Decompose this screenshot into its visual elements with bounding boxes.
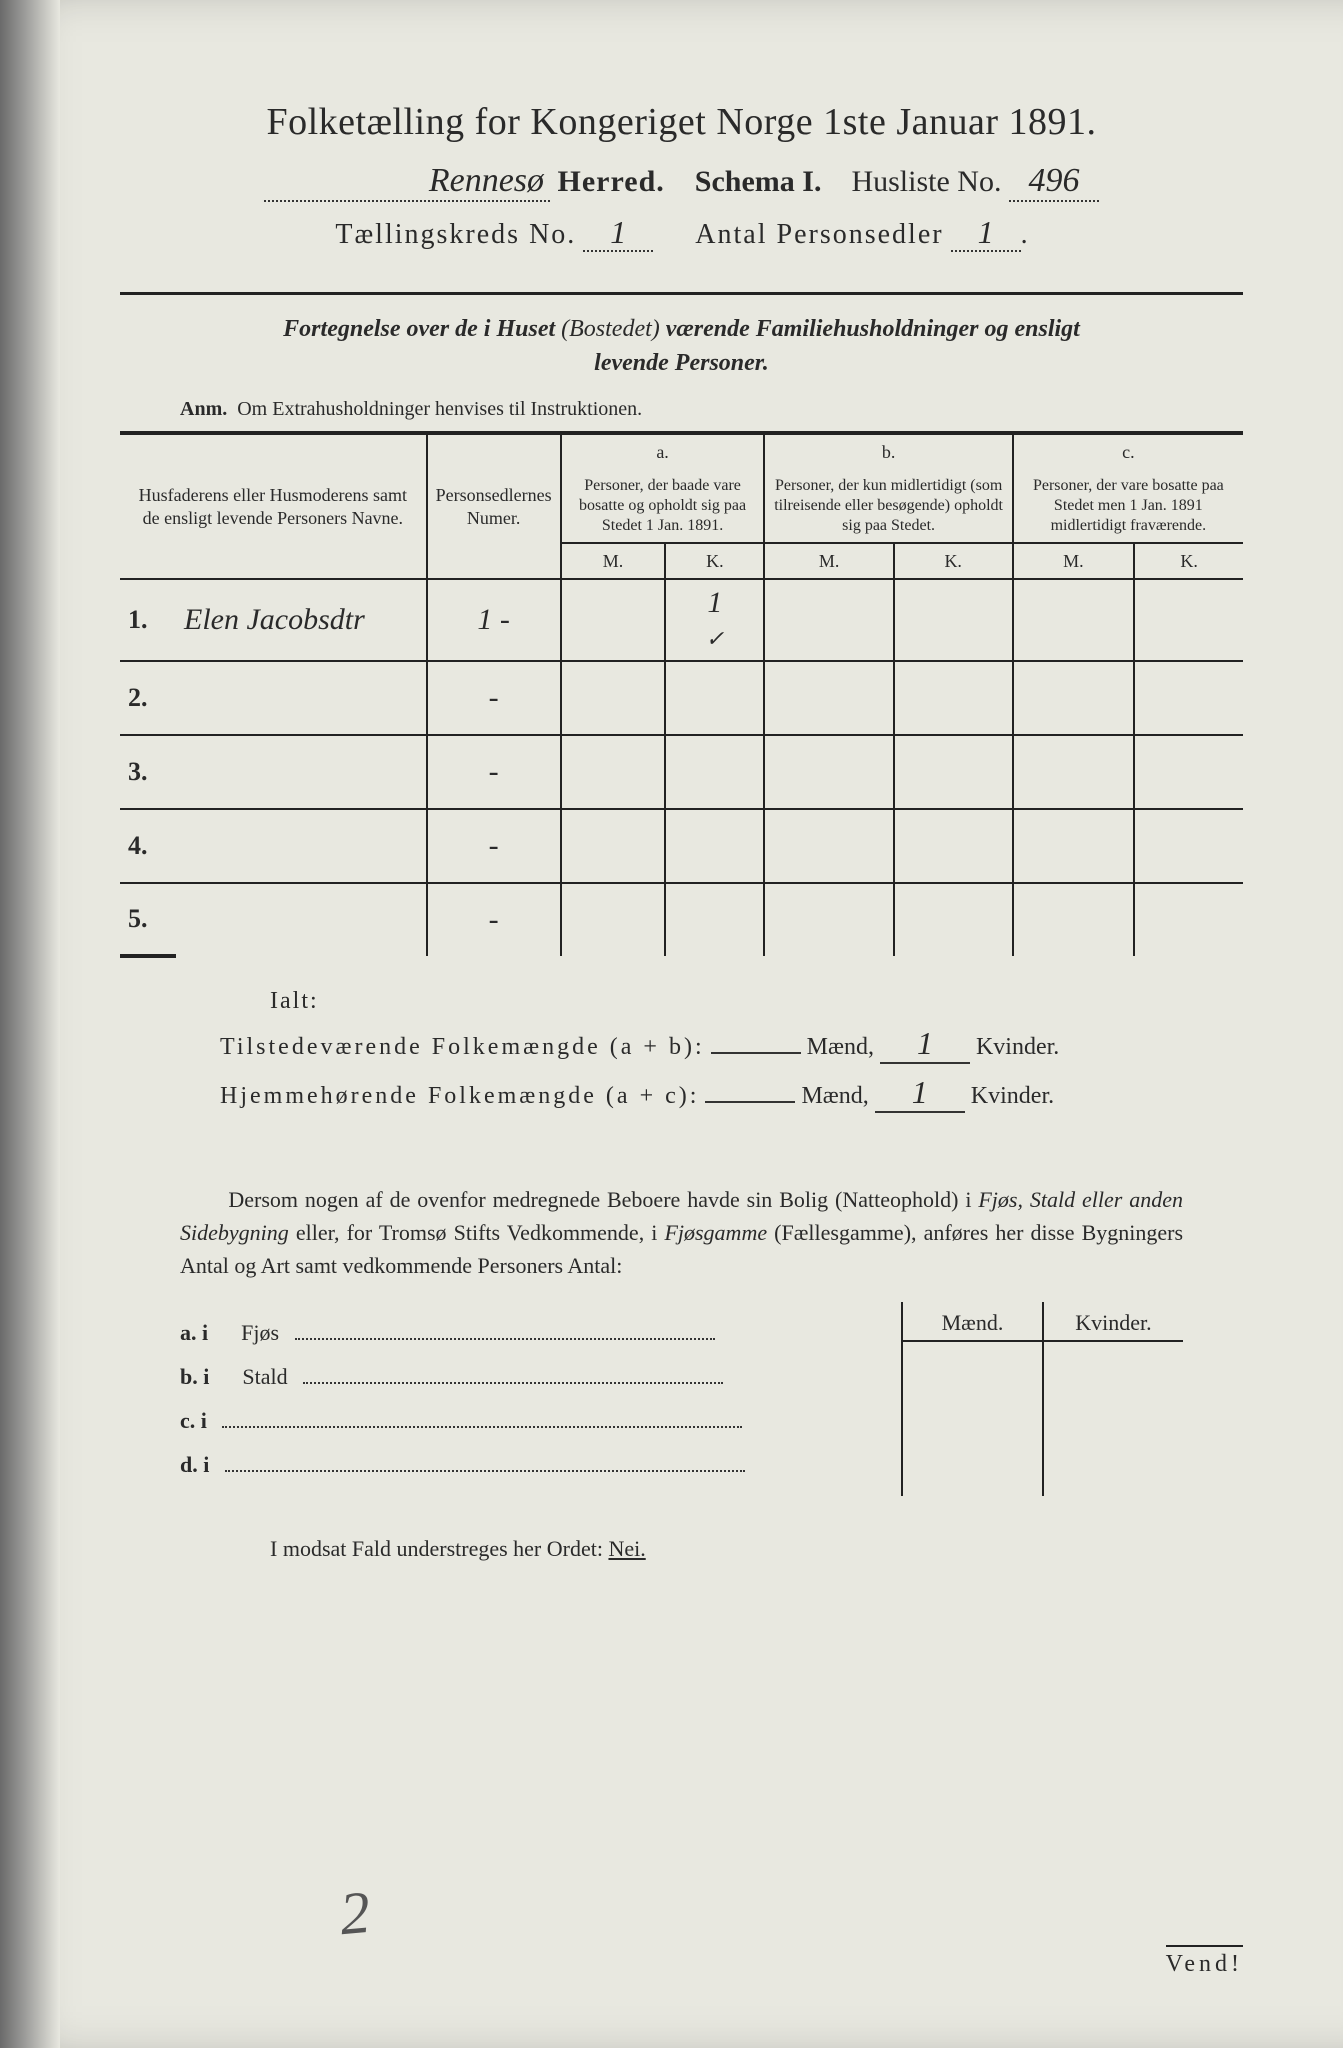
row-num: 4.: [120, 809, 176, 883]
census-form-page: Folketælling for Kongeriget Norge 1ste J…: [0, 0, 1343, 2048]
lower-section: a. i Fjøs b. i Stald c. i d. i: [180, 1302, 1183, 1496]
c-k: K.: [1134, 543, 1243, 580]
table-row: 5. -: [120, 883, 1243, 956]
c-m-cell: [1013, 579, 1134, 661]
table-row: 4. -: [120, 809, 1243, 883]
sum-line-2: Hjemmehørende Folkemængde (a + c): Mænd,…: [220, 1074, 1243, 1113]
para-t1: Dersom nogen af de ovenfor medregnede Be…: [228, 1187, 978, 1212]
col-a-label: a.: [561, 433, 765, 470]
name-cell: [176, 809, 427, 883]
kreds-label: Tællingskreds No.: [335, 219, 576, 250]
table-row: 3. -: [120, 735, 1243, 809]
lower-left: a. i Fjøs b. i Stald c. i d. i: [180, 1302, 901, 1496]
header-line-2: Rennesø Herred. Schema I. Husliste No. 4…: [120, 162, 1243, 202]
sum1-label: Tilstedeværende Folkemængde (a + b):: [220, 1034, 705, 1060]
table-row: 1. Elen Jacobsdtr 1 - 1 ✓: [120, 579, 1243, 661]
col-c-label: c.: [1013, 433, 1243, 470]
subtitle-end: levende Personer.: [594, 350, 769, 376]
name-cell: [176, 883, 427, 956]
a-k: K.: [665, 543, 764, 580]
anm-text: Om Extrahusholdninger henvises til Instr…: [237, 398, 642, 420]
subtitle-prefix: Fortegnelse over de i Huset: [283, 316, 555, 342]
num-cell: -: [427, 661, 561, 735]
husliste-field: 496: [1009, 164, 1099, 202]
b-k: K.: [894, 543, 1013, 580]
nei-word: Nei.: [608, 1536, 645, 1561]
row-num: 5.: [120, 883, 176, 956]
schema-label: Schema I.: [695, 165, 822, 198]
num-cell: -: [427, 809, 561, 883]
header-line-3: Tællingskreds No. 1 Antal Personsedler 1…: [120, 216, 1243, 252]
main-table: Husfaderens eller Husmoderens samt de en…: [120, 431, 1243, 958]
lower-row: c. i: [180, 1408, 901, 1434]
table-row: 2. -: [120, 661, 1243, 735]
subtitle: Fortegnelse over de i Huset (Bostedet) v…: [120, 292, 1243, 380]
lower-row: a. i Fjøs: [180, 1320, 901, 1346]
a-m-cell: [561, 579, 666, 661]
anm-label: Anm.: [180, 398, 227, 420]
a-k-cell: 1 ✓: [665, 579, 764, 661]
antal-field: 1: [951, 216, 1021, 252]
lower-row: b. i Stald: [180, 1364, 901, 1390]
nei-prefix: I modsat Fald understreges her Ordet:: [270, 1536, 608, 1561]
col-name-header: Husfaderens eller Husmoderens samt de en…: [120, 433, 427, 579]
ialt-label: Ialt:: [270, 988, 1243, 1015]
b-m-cell: [764, 579, 893, 661]
kreds-field: 1: [583, 216, 653, 252]
sum1-kvinder-lbl: Kvinder.: [976, 1034, 1059, 1060]
sum-line-1: Tilstedeværende Folkemængde (a + b): Mæn…: [220, 1025, 1243, 1064]
row-num: 2.: [120, 661, 176, 735]
subtitle-paren: (Bostedet): [561, 316, 660, 342]
num-cell: 1 -: [427, 579, 561, 661]
antal-label: Antal Personsedler: [695, 219, 943, 250]
col-b-label: b.: [764, 433, 1012, 470]
col-a-header: Personer, der baade vare bosatte og opho…: [561, 470, 765, 543]
name-cell: [176, 735, 427, 809]
herred-field: Rennesø: [264, 162, 550, 202]
name-cell: Elen Jacobsdtr: [176, 579, 427, 661]
vend-label: Vend!: [1166, 1945, 1243, 1978]
num-cell: -: [427, 883, 561, 956]
sum2-kvinder: 1: [875, 1074, 965, 1113]
a-m: M.: [561, 543, 666, 580]
herred-label: Herred.: [558, 165, 665, 198]
row-num: 3.: [120, 735, 176, 809]
para-t2: eller, for Tromsø Stifts Vedkommende, i: [296, 1220, 665, 1245]
num-cell: -: [427, 735, 561, 809]
row-num: 1.: [120, 579, 176, 661]
sum1-maend-lbl: Mænd,: [807, 1034, 874, 1060]
sum2-maend: [705, 1101, 795, 1103]
lower-col-kvinder: Kvinder.: [1044, 1302, 1183, 1496]
col-c-header: Personer, der vare bosatte paa Stedet me…: [1013, 470, 1243, 543]
paragraph: Dersom nogen af de ovenfor medregnede Be…: [180, 1183, 1183, 1282]
subtitle-mid: værende Familiehusholdninger og ensligt: [666, 316, 1080, 342]
c-k-cell: [1134, 579, 1243, 661]
lower-row: d. i: [180, 1452, 901, 1478]
sum2-label: Hjemmehørende Folkemængde (a + c):: [220, 1083, 699, 1109]
c-m: M.: [1013, 543, 1134, 580]
husliste-label: Husliste No.: [851, 165, 1001, 198]
col-b-header: Personer, der kun midlertidigt (som tilr…: [764, 470, 1012, 543]
col-num-header: Personsedlernes Numer.: [427, 433, 561, 579]
para-it2: Fjøsgamme: [664, 1220, 767, 1245]
name-cell: [176, 661, 427, 735]
sum2-maend-lbl: Mænd,: [801, 1083, 868, 1109]
nei-line: I modsat Fald understreges her Ordet: Ne…: [270, 1536, 1243, 1562]
b-k-cell: [894, 579, 1013, 661]
lower-right: Mænd. Kvinder.: [901, 1302, 1183, 1496]
scribble: 2: [337, 1878, 373, 1949]
anm-line: Anm. Om Extrahusholdninger henvises til …: [180, 398, 1243, 421]
sum1-maend: [711, 1052, 801, 1054]
b-m: M.: [764, 543, 893, 580]
sum1-kvinder: 1: [880, 1025, 970, 1064]
lower-col-maend: Mænd.: [903, 1302, 1044, 1496]
page-title: Folketælling for Kongeriget Norge 1ste J…: [120, 100, 1243, 144]
sum2-kvinder-lbl: Kvinder.: [971, 1083, 1054, 1109]
